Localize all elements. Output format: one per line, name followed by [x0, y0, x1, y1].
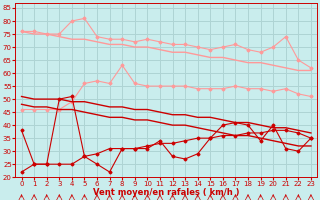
X-axis label: Vent moyen/en rafales ( km/h ): Vent moyen/en rafales ( km/h )	[93, 188, 239, 197]
